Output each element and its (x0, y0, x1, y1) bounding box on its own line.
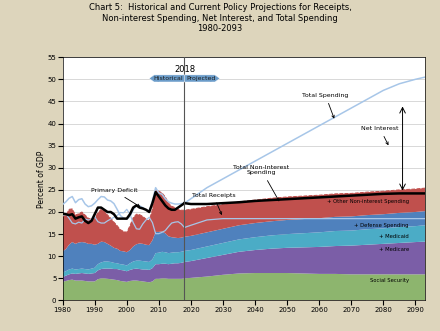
Text: Total Receipts: Total Receipts (191, 193, 235, 214)
Y-axis label: Percent of GDP: Percent of GDP (37, 150, 46, 208)
Text: + Other Non-interest Spending: + Other Non-interest Spending (327, 199, 409, 204)
Polygon shape (184, 75, 220, 82)
Text: + Medicare: + Medicare (379, 247, 409, 252)
Text: 2018: 2018 (174, 65, 195, 73)
Text: + Defense Spending: + Defense Spending (355, 223, 409, 228)
Text: + Medicaid: + Medicaid (379, 234, 409, 239)
Polygon shape (149, 75, 184, 82)
Text: Chart 5:  Historical and Current Policy Projections for Receipts,
Non-interest S: Chart 5: Historical and Current Policy P… (88, 3, 352, 33)
Text: Primary Deficit: Primary Deficit (91, 188, 139, 207)
Text: Projected: Projected (186, 76, 216, 81)
Text: Social Security: Social Security (370, 278, 409, 283)
Text: Total Spending: Total Spending (302, 93, 349, 118)
Text: Historical: Historical (153, 76, 183, 81)
Text: Net Interest: Net Interest (361, 126, 399, 145)
Text: Total Non-Interest
Spending: Total Non-Interest Spending (233, 165, 290, 201)
